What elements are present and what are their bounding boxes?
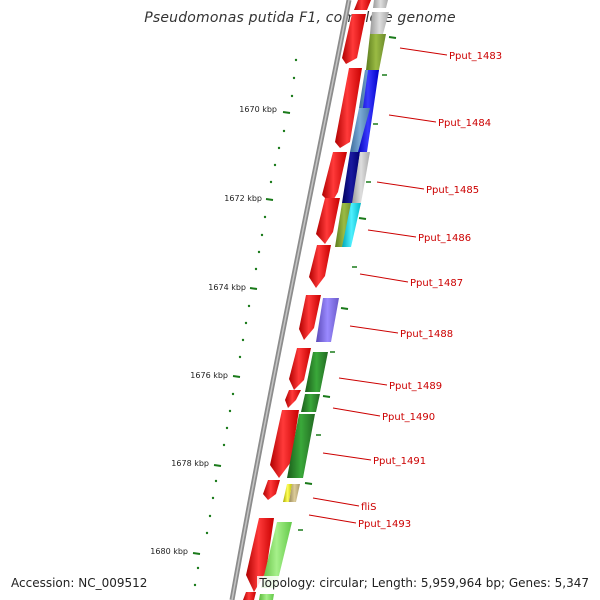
scale-label-1678: 1678 kbp	[171, 459, 209, 468]
gene-label-pput-1490: Pput_1490	[382, 412, 435, 423]
topology-text: Topology: circular; Length: 5,959,964 bp…	[257, 576, 591, 590]
gene-label-pput-1487: Pput_1487	[410, 278, 463, 289]
gene-label-pput-1493: Pput_1493	[358, 519, 411, 530]
gene-label-pput-1486: Pput_1486	[418, 233, 471, 244]
scale-label-1674: 1674 kbp	[208, 283, 246, 292]
scale-label-1680: 1680 kbp	[150, 547, 188, 556]
ring-tick-marks	[298, 36, 397, 531]
gene-label-pput-1484: Pput_1484	[438, 118, 491, 129]
gene-ring	[259, 0, 389, 600]
gene-label-pput-1489: Pput_1489	[389, 381, 442, 392]
gene-label-flis: fliS	[361, 502, 376, 513]
gene-label-pput-1483: Pput_1483	[449, 51, 502, 62]
gene-label-pput-1485: Pput_1485	[426, 185, 479, 196]
scale-label-1676: 1676 kbp	[190, 371, 228, 380]
label-leaders	[308, 47, 448, 524]
orf-ring	[243, 0, 371, 600]
scale-label-1672: 1672 kbp	[224, 194, 262, 203]
gene-label-pput-1488: Pput_1488	[400, 329, 453, 340]
scale-ticks	[192, 111, 291, 555]
scale-label-1670: 1670 kbp	[239, 105, 277, 114]
gene-label-pput-1491: Pput_1491	[373, 456, 426, 467]
scale-arc	[193, 58, 298, 587]
accession-text: Accession: NC_009512	[9, 576, 150, 590]
